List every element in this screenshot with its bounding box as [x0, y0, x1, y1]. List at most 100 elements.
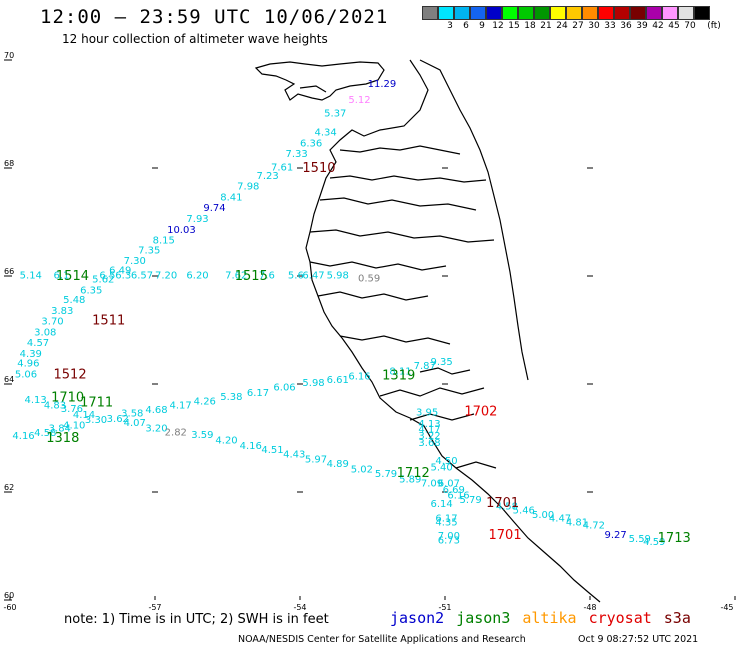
- wave-height-value: 4.35: [435, 517, 457, 528]
- legend-label: 9: [479, 21, 485, 31]
- wave-height-value: 3.95: [416, 407, 438, 418]
- legend-swatch: [422, 6, 438, 20]
- pass-time-label: 1319: [382, 369, 415, 384]
- wave-height-value: 7.62: [225, 271, 247, 282]
- wave-height-value: 7.33: [286, 149, 308, 160]
- wave-height-value: 5.48: [63, 295, 85, 306]
- lon-tick-label: -51: [438, 603, 451, 612]
- wave-height-value: 6.57: [131, 271, 153, 282]
- wave-height-value: 8.41: [220, 192, 242, 203]
- wave-height-value: 5.59: [629, 534, 651, 545]
- satellite-cryosat: cryosat: [588, 609, 652, 627]
- wave-height-value: 5.12: [348, 95, 370, 106]
- wave-height-value: 4.51: [261, 445, 283, 456]
- wave-height-value: 4.96: [17, 359, 39, 370]
- legend-swatch: [582, 6, 598, 20]
- wave-height-value: 11.29: [368, 79, 397, 90]
- wave-height-value: 0.59: [358, 273, 380, 284]
- wave-height-value: 9.74: [203, 203, 225, 214]
- satellite-altika: altika: [522, 609, 577, 627]
- legend-label: 24: [556, 21, 568, 31]
- lat-tick-label: 62: [4, 483, 14, 492]
- legend-label: 6: [463, 21, 469, 31]
- wave-height-value: 6.36: [300, 138, 322, 149]
- lon-tick-label: -60: [3, 603, 16, 612]
- wave-height-value: 5.98: [302, 378, 324, 389]
- wave-height-value: 5.79: [460, 495, 482, 506]
- wave-height-value: 3.30: [85, 415, 107, 426]
- legend-swatch: [566, 6, 582, 20]
- wave-height-value: 3.20: [145, 424, 167, 435]
- wave-height-value: 9.27: [605, 530, 627, 541]
- wave-height-value: 7.23: [257, 171, 279, 182]
- satellite-jason2: jason2: [390, 609, 445, 627]
- wave-height-value: 3.84: [49, 424, 71, 435]
- lat-tick-label: 70: [4, 51, 14, 60]
- wave-height-value: 6.47: [302, 271, 324, 282]
- legend-label: 12: [492, 21, 504, 31]
- wave-height-value: 4.26: [194, 397, 216, 408]
- legend-swatch: [470, 6, 486, 20]
- wave-height-value: 3.58: [121, 408, 143, 419]
- color-legend: 3 6 9 12 15 18 21 24 27 30 33 36 39 42 45 70 (ft): [422, 6, 721, 34]
- wave-height-value: 4.58: [496, 501, 518, 512]
- legend-swatch: [662, 6, 678, 20]
- wave-height-value: 5.98: [327, 271, 349, 282]
- wave-height-value: 7.98: [237, 182, 259, 193]
- legend-value-labels: 3 6 9 12 15 18 21 24 27 30 33 36 39 42 45 70 (ft): [422, 20, 721, 34]
- wave-height-value: 5.40: [431, 462, 453, 473]
- wave-height-value: 6.17: [247, 388, 269, 399]
- wave-height-value: 6.16: [447, 490, 469, 501]
- wave-height-value: 6.56.3: [99, 271, 131, 282]
- wave-height-value: 8.11: [389, 366, 411, 377]
- wave-height-value: 7.61: [271, 163, 293, 174]
- legend-label: 39: [636, 21, 648, 31]
- satellite-jason3: jason3: [456, 609, 511, 627]
- wave-height-value: 5.37: [324, 109, 346, 120]
- legend-unit: (ft): [707, 21, 721, 31]
- wave-height-value: 4.81: [566, 517, 588, 528]
- pass-time-label: 1711: [80, 396, 113, 411]
- wave-height-value: 4.13: [25, 395, 47, 406]
- lat-tick-label: 60: [4, 591, 14, 600]
- lon-tick-label: -54: [293, 603, 306, 612]
- wave-height-value: 6.1: [54, 271, 70, 282]
- pass-time-label: 1701: [489, 528, 522, 543]
- lat-tick-label: 68: [4, 159, 14, 168]
- legend-label: 70: [684, 21, 696, 31]
- pass-time-label: 1713: [658, 531, 691, 546]
- wave-height-value: 5.06: [15, 370, 37, 381]
- lon-tick-label: -45: [720, 603, 733, 612]
- legend-label: 27: [572, 21, 584, 31]
- wave-height-value: 7.20: [155, 271, 177, 282]
- wave-height-value: 4.39: [20, 349, 42, 360]
- wave-height-value: 4.17: [170, 400, 192, 411]
- map-title: 12:00 – 23:59 UTC 10/06/2021: [40, 6, 389, 28]
- legend-swatch: [598, 6, 614, 20]
- wave-height-value: 5.89: [399, 474, 421, 485]
- wave-height-value: 5.97: [305, 454, 327, 465]
- wave-height-value: 5.38: [220, 392, 242, 403]
- legend-label: 18: [524, 21, 536, 31]
- credit-text: NOAA/NESDIS Center for Satellite Applica…: [238, 634, 526, 645]
- lat-tick-label: 64: [4, 375, 14, 384]
- wave-height-value: 4.72: [583, 521, 605, 532]
- wave-height-value: 5.02: [351, 465, 373, 476]
- wave-height-value: 7.35: [138, 245, 160, 256]
- wave-height-value: 4.17: [418, 425, 440, 436]
- wave-height-value: 4.10: [63, 420, 85, 431]
- wave-height-value: 7.93: [186, 214, 208, 225]
- wave-height-value: 7.87: [414, 361, 436, 372]
- wave-height-values: 11.29 5.125.37 4.346.367.33 7.617.237.988.4…: [12, 79, 665, 548]
- legend-swatch: [518, 6, 534, 20]
- map-subtitle: 12 hour collection of altimeter wave hei…: [62, 32, 328, 46]
- wave-height-value: 7.00: [438, 531, 460, 542]
- legend-swatch: [614, 6, 630, 20]
- pass-time-label: 1318: [46, 431, 79, 446]
- wave-height-value: 7.30: [124, 256, 146, 267]
- wave-height-value: 7.6: [259, 271, 275, 282]
- wave-height-value: 3.76: [61, 404, 83, 415]
- wave-height-value: 3.22: [418, 431, 440, 442]
